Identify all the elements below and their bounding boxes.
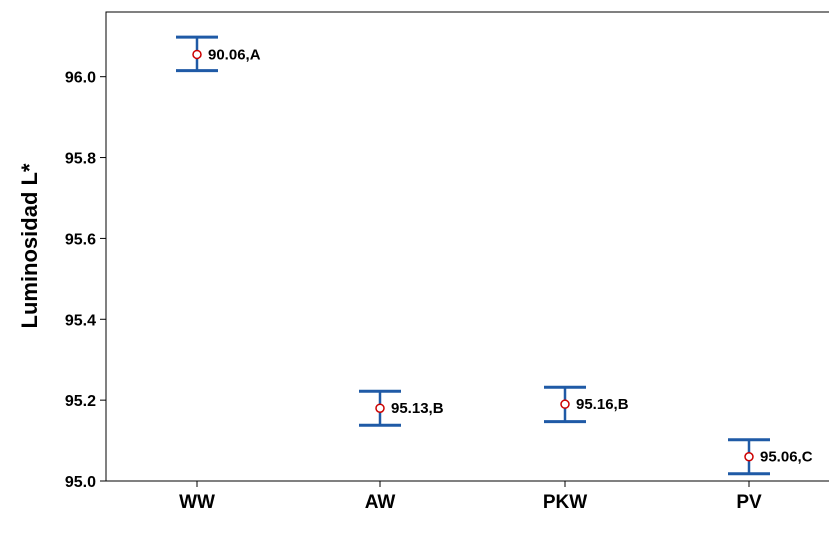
series: 90.06,A 95.13,B 95.16,B 95.06,C (176, 35, 813, 476)
y-tick-label: 95.2 (65, 393, 96, 410)
y-tick-label: 96.0 (65, 70, 96, 87)
y-tick-label: 95.6 (65, 231, 96, 248)
error-bar-group: 95.16,B (544, 385, 629, 424)
y-tick-label: 95.4 (65, 312, 96, 329)
data-label: 90.06,A (208, 46, 261, 63)
y-axis: 95.0 95.2 95.4 95.6 95.8 96.0 (65, 70, 106, 491)
mean-point (744, 451, 754, 462)
y-axis-title: Luminosidad L* (17, 163, 42, 328)
mean-point (192, 49, 202, 60)
x-tick-label: WW (179, 492, 215, 513)
mean-point (375, 403, 385, 413)
mean-point (560, 399, 570, 409)
x-tick-label: AW (365, 492, 396, 513)
error-bar-group: 95.13,B (359, 389, 444, 427)
data-label: 95.06,C (760, 449, 813, 466)
error-bar-group: 95.06,C (728, 438, 813, 476)
plot-area (105, 11, 829, 482)
error-bar-group: 90.06,A (176, 35, 261, 73)
x-axis: WW AW PKW PV (179, 481, 762, 513)
y-tick-label: 95.0 (65, 474, 96, 491)
x-tick-label: PV (736, 492, 762, 513)
data-label: 95.13,B (391, 400, 444, 417)
data-label: 95.16,B (576, 396, 629, 413)
y-tick-label: 95.8 (65, 151, 96, 168)
x-tick-label: PKW (543, 492, 587, 513)
